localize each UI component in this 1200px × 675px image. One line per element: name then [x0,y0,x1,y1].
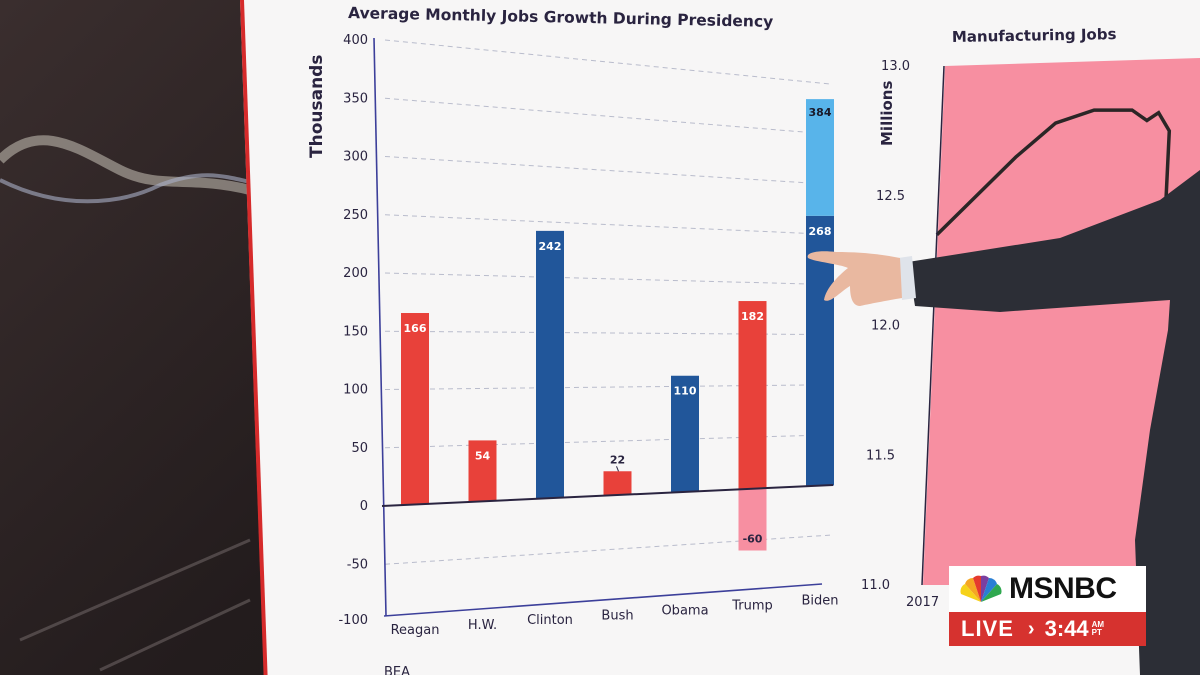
bar-bush [603,471,632,496]
bar-data-label: 166 [404,322,427,335]
jobs-y-tick-label: 150 [343,324,368,339]
background-light-wave [0,135,252,672]
manufacturing-chart-title: Manufacturing Jobs [952,25,1117,46]
jobs-category-labels: Reagan H.W. Clinton Bush Obama Trump Biden [391,594,839,638]
jobs-category-label: H.W. [468,618,497,633]
timezone-label: PT [1091,628,1102,637]
jobs-y-tick-labels: 400 350 300 250 200 150 100 50 0 -50 -100 [338,33,368,628]
jobs-gridline [384,214,831,235]
bar-hw [468,440,497,502]
jobs-y-tick-label: 300 [343,150,368,165]
jobs-category-label: Obama [661,603,708,618]
time-meridiem: AM PT [1092,621,1104,637]
jobs-category-label: Clinton [527,613,573,628]
network-bug: MSNBC LIVE › 3:44 AM PT [949,566,1146,646]
jobs-y-tick-label: 0 [360,499,368,514]
jobs-y-tick-label: -100 [338,613,368,628]
bar-trump [738,301,767,489]
jobs-x-axis-line [383,583,823,617]
jobs-y-tick-label: 50 [351,441,368,456]
jobs-y-tick-label: 100 [343,383,368,398]
bar-clinton [536,230,564,499]
jobs-y-tick-label: 350 [343,91,368,106]
bar-data-label: 22 [610,453,625,466]
jobs-gridline [384,156,831,185]
bar-label-leader [616,466,619,472]
bar-segment-negative [738,488,767,551]
bar-data-label: 110 [674,385,697,398]
jobs-y-tick-label: -50 [347,557,368,572]
network-logo-bar: MSNBC [949,566,1146,612]
meridiem-label: AM [1091,620,1105,629]
peacock-logo-icon [960,575,1002,602]
chevron-right-icon: › [1027,617,1035,640]
manufacturing-y-tick-labels: 13.0 12.5 12.0 11.5 11.0 [861,59,910,593]
manufacturing-area-background [923,58,1200,585]
bar-data-label: 242 [539,240,562,253]
jobs-gridline [384,39,831,85]
footer-source-fragment: BEA [384,665,410,675]
jobs-data-labels: 166 54 242 22 110 -60 182 384 268 [404,106,832,545]
manufacturing-y-tick-label: 11.5 [866,448,895,463]
jobs-y-tick-label: 400 [343,33,368,48]
bar-reagan [401,313,429,505]
jobs-category-label: Biden [801,594,838,609]
jobs-y-axis-title: Thousands [307,55,327,158]
bar-segment-extension [806,99,834,216]
manufacturing-y-tick-label: 12.0 [871,319,900,334]
jobs-y-axis-line [373,37,387,617]
jobs-y-tick-label: 250 [343,208,368,223]
jobs-gridline [384,97,831,135]
network-name: MSNBC [1009,572,1117,605]
manufacturing-y-tick-label: 13.0 [881,59,910,74]
manufacturing-x-start-label: 2017 [906,595,939,610]
bar-obama [671,375,699,492]
manufacturing-jobs-line [935,108,1172,236]
manufacturing-y-axis-line [921,65,945,586]
live-label: LIVE [961,616,1014,641]
bar-data-label: 54 [475,449,491,462]
jobs-y-tick-label: 200 [343,266,368,281]
presenter-hand [807,251,902,306]
manufacturing-y-tick-label: 12.5 [876,189,905,204]
jobs-gridline [384,272,831,285]
bar-data-label: 182 [741,310,764,323]
jobs-category-label: Reagan [391,623,440,638]
broadcast-time: 3:44 [1044,616,1089,641]
jobs-zero-line [381,484,834,507]
bar-extra-label: 384 [809,106,832,119]
jobs-category-label: Trump [731,599,773,614]
manufacturing-y-tick-label: 11.0 [861,578,890,593]
jobs-category-label: Bush [601,608,633,623]
live-bar: LIVE › 3:44 AM PT [949,612,1146,646]
manufacturing-y-axis-title: Millions [878,81,896,146]
bar-extra-label: -60 [743,533,763,546]
bar-data-label: 268 [809,225,832,238]
